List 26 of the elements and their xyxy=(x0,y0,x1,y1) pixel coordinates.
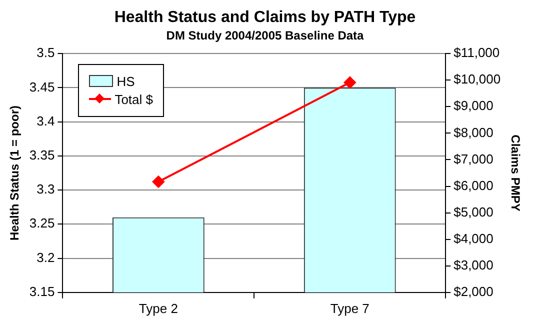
y-tick-label: 3.4 xyxy=(36,113,55,128)
y-tick-label: 3.15 xyxy=(29,284,55,299)
y2-tick-label: $9,000 xyxy=(454,98,494,114)
y-tick-label: 3.3 xyxy=(36,182,55,197)
y2-tick-label: $11,000 xyxy=(454,45,500,60)
y-tick-label: 3.2 xyxy=(36,250,55,265)
y2-tick-label: $5,000 xyxy=(454,204,494,220)
y2-tick-label: $2,000 xyxy=(454,284,494,299)
chart-title: Health Status and Claims by PATH Type xyxy=(114,9,416,26)
legend-label: HS xyxy=(116,74,135,89)
x-tick-label: Type 7 xyxy=(330,300,370,316)
y-tick-label: 3.35 xyxy=(29,148,55,163)
y2-tick-label: $8,000 xyxy=(454,124,494,140)
chart-subtitle: DM Study 2004/2005 Baseline Data xyxy=(166,28,364,43)
y2-tick-label: $7,000 xyxy=(454,151,494,166)
y2-tick-label: $6,000 xyxy=(454,178,494,193)
y2-tick-label: $4,000 xyxy=(454,230,494,246)
y-tick-label: 3.5 xyxy=(36,45,55,60)
y-tick-label: 3.25 xyxy=(29,216,55,231)
y2-axis-title: Claims PMPY xyxy=(508,134,522,212)
y-tick-label: 3.45 xyxy=(29,79,55,94)
y2-tick-label: $3,000 xyxy=(454,257,494,272)
legend-label: Total $ xyxy=(114,92,153,107)
x-tick-label: Type 2 xyxy=(138,300,178,316)
y2-tick-label: $10,000 xyxy=(454,72,501,87)
y-axis-title: Health Status (1 = poor) xyxy=(8,105,22,241)
